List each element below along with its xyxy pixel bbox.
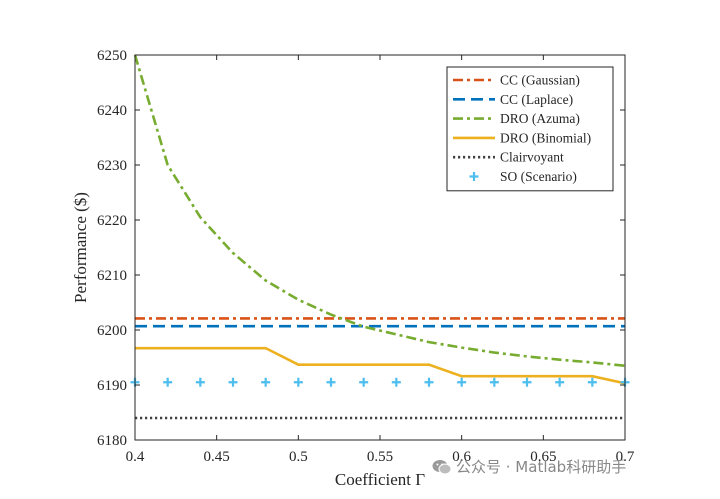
legend-label-so-scenario: SO (Scenario) bbox=[500, 169, 577, 184]
point-so-scenario bbox=[457, 377, 467, 387]
point-so-scenario bbox=[293, 377, 303, 387]
x-tick-label: 0.45 bbox=[204, 449, 230, 465]
x-tick-label: 0.7 bbox=[616, 449, 635, 465]
watermark: 公众号 · Matlab科研助手 bbox=[432, 456, 626, 477]
legend-label-clairvoyant: Clairvoyant bbox=[500, 150, 564, 165]
watermark-text: 公众号 · Matlab科研助手 bbox=[456, 458, 627, 476]
x-tick-label: 0.6 bbox=[452, 449, 471, 465]
series-line-dro-azuma bbox=[133, 54, 626, 368]
point-so-scenario bbox=[326, 377, 336, 387]
x-tick-label: 0.5 bbox=[289, 449, 308, 465]
legend-label-dro-binomial: DRO (Binomial) bbox=[500, 130, 591, 145]
point-so-scenario bbox=[489, 377, 499, 387]
y-tick-label: 6200 bbox=[97, 323, 127, 339]
x-tick-label: 0.4 bbox=[126, 449, 145, 465]
y-tick-label: 6250 bbox=[97, 48, 127, 64]
point-so-scenario bbox=[261, 377, 271, 387]
point-so-scenario bbox=[359, 377, 369, 387]
legend-label-cc-laplace: CC (Laplace) bbox=[500, 92, 573, 107]
point-so-scenario bbox=[228, 377, 238, 387]
series-layer bbox=[130, 54, 630, 420]
point-so-scenario bbox=[424, 377, 434, 387]
legend-label-cc-gaussian: CC (Gaussian) bbox=[500, 73, 580, 88]
x-axis-label: Coefficient Γ bbox=[335, 470, 425, 489]
wechat-icon bbox=[432, 460, 452, 475]
y-tick-label: 6240 bbox=[97, 103, 127, 119]
x-tick-label: 0.65 bbox=[530, 449, 556, 465]
y-tick-label: 6230 bbox=[97, 158, 127, 174]
legend-marker-so-scenario bbox=[469, 172, 479, 181]
point-so-scenario bbox=[555, 377, 565, 387]
point-so-scenario bbox=[195, 377, 205, 387]
point-so-scenario bbox=[587, 377, 597, 387]
y-tick-label: 6210 bbox=[97, 268, 127, 284]
y-tick-label: 6220 bbox=[97, 213, 127, 229]
x-tick-label: 0.55 bbox=[367, 449, 393, 465]
series-line-dro-binomial bbox=[135, 346, 626, 385]
point-so-scenario bbox=[391, 377, 401, 387]
y-axis-label: Performance ($) bbox=[71, 192, 90, 303]
y-tick-label: 6180 bbox=[97, 433, 127, 449]
y-tick-label: 6190 bbox=[97, 378, 127, 394]
legend: CC (Gaussian) CC (Laplace) DRO (Azuma) DRO … bbox=[446, 66, 614, 192]
tick-layer: 0.4 0.45 0.5 0.55 0.6 0.65 0.7 6180 6190 6200 6210… bbox=[97, 48, 635, 465]
legend-label-dro-azuma: DRO (Azuma) bbox=[500, 111, 580, 126]
point-so-scenario bbox=[522, 377, 532, 387]
point-so-scenario bbox=[163, 377, 173, 387]
legend-box bbox=[446, 66, 614, 192]
